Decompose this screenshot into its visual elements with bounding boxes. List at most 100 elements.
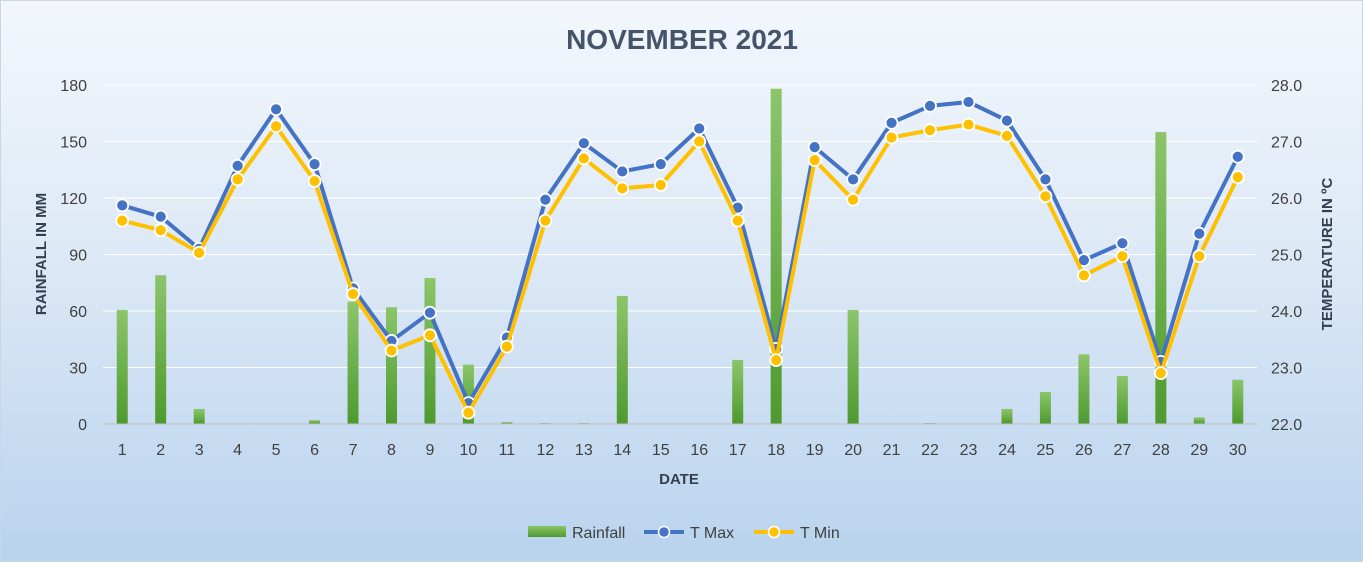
rainfall-bar [116, 310, 128, 424]
t-max-point [923, 99, 937, 113]
t-max-point [807, 140, 822, 155]
y-right-tick-label: 27.0 [1271, 135, 1302, 152]
t-min-point [615, 181, 630, 196]
t-min-point [961, 117, 976, 132]
rainfall-bar [1078, 354, 1090, 424]
t-max-point [576, 136, 591, 151]
t-min-point [461, 405, 476, 420]
t-max-point [538, 192, 553, 207]
rainfall-bar [847, 310, 859, 424]
t-min-point [730, 213, 745, 228]
rainfall-bar [155, 275, 167, 424]
x-tick-label: 2 [156, 442, 165, 459]
x-tick-label: 1 [118, 442, 127, 459]
y-right-tick-label: 26.0 [1271, 191, 1302, 208]
x-tick-label: 8 [387, 442, 396, 459]
x-tick-label: 19 [806, 442, 824, 459]
t-max-line [121, 99, 1240, 406]
y-axis-left-title: RAINFALL IN MM [33, 193, 50, 315]
x-tick-label: 30 [1229, 442, 1247, 459]
t-max-point [153, 209, 168, 224]
t-min-point [884, 130, 899, 145]
x-tick-label: 12 [536, 442, 554, 459]
rainfall-bar [1193, 417, 1205, 424]
x-tick-label: 13 [575, 442, 593, 459]
t-min-line [121, 122, 1240, 415]
y-right-tick-label: 22.0 [1271, 417, 1302, 434]
legend: Rainfall T Max T Min [528, 525, 840, 542]
t-max-point [269, 102, 284, 117]
x-tick-label: 27 [1113, 442, 1131, 459]
legend-marker-t-max [657, 525, 671, 539]
rainfall-bar [347, 301, 359, 424]
rainfall-bar [1232, 379, 1244, 424]
t-min-point [153, 223, 168, 238]
t-min-point [1230, 170, 1245, 184]
t-min-point [346, 287, 360, 301]
t-min-point [1000, 128, 1014, 143]
t-max-point [615, 164, 630, 179]
x-tick-label: 7 [349, 442, 358, 459]
t-min-point [1038, 189, 1053, 204]
rainfall-bar [616, 295, 628, 424]
t-min-point [230, 172, 245, 187]
t-max-point [1230, 149, 1245, 164]
x-tick-label: 22 [921, 442, 939, 459]
t-min-point [846, 192, 860, 207]
x-tick-label: 20 [844, 442, 862, 459]
t-min-point [1077, 268, 1091, 283]
y-left-tick-label: 120 [60, 191, 87, 208]
t-min-point [1153, 366, 1168, 381]
x-tick-label: 15 [652, 442, 670, 459]
y-left-tick-label: 90 [69, 248, 87, 265]
x-tick-label: 18 [767, 442, 785, 459]
y-right-tick-label: 25.0 [1271, 248, 1302, 265]
t-max-point [115, 198, 130, 213]
t-max-point [1038, 172, 1053, 187]
gridlines [103, 84, 1257, 425]
legend-label-rainfall: Rainfall [572, 525, 625, 542]
y-left-tick-label: 150 [60, 135, 87, 152]
t-max-point [1115, 236, 1130, 251]
y-axis-right-title: TEMPERATURE IN ºC [1319, 177, 1336, 330]
legend-label-t-min: T Min [800, 525, 840, 542]
x-tick-label: 25 [1037, 442, 1055, 459]
t-max-point [1000, 113, 1014, 128]
x-tick-label: 17 [729, 442, 747, 459]
x-tick-label: 28 [1152, 442, 1170, 459]
t-max-point [961, 95, 976, 109]
t-min-point [384, 343, 399, 358]
legend-label-t-max: T Max [690, 525, 734, 542]
t-max-point [423, 305, 437, 320]
t-max-point [846, 172, 860, 187]
x-tick-label: 5 [272, 442, 281, 459]
rainfall-bars [116, 88, 1244, 425]
t-min-point [269, 119, 284, 134]
t-min-point [576, 151, 591, 166]
y-left-tick-label: 30 [69, 361, 87, 378]
t-max-point [307, 157, 322, 172]
y-right-tick-label: 28.0 [1271, 78, 1302, 95]
x-tick-label: 4 [233, 442, 242, 459]
x-tick-label: 23 [960, 442, 978, 459]
t-min-point [1115, 249, 1130, 264]
rainfall-bar [732, 359, 744, 424]
y-left-tick-label: 180 [60, 78, 87, 95]
rainfall-bar [1001, 408, 1013, 424]
x-tick-label: 11 [499, 442, 516, 459]
rainfall-bar [1039, 391, 1051, 424]
x-tick-label: 21 [883, 442, 901, 459]
t-min-point [538, 213, 553, 228]
x-tick-label: 29 [1190, 442, 1208, 459]
y-right-tick-label: 23.0 [1271, 361, 1302, 378]
t-min-point [923, 123, 937, 138]
rainfall-bar [462, 364, 474, 424]
t-min-point [115, 213, 130, 228]
x-tick-label: 3 [195, 442, 204, 459]
rainfall-bar [770, 88, 782, 425]
x-tick-label: 9 [426, 442, 435, 459]
t-min-point [769, 353, 784, 368]
rainfall-bar [424, 278, 436, 424]
rainfall-bar [501, 422, 513, 424]
